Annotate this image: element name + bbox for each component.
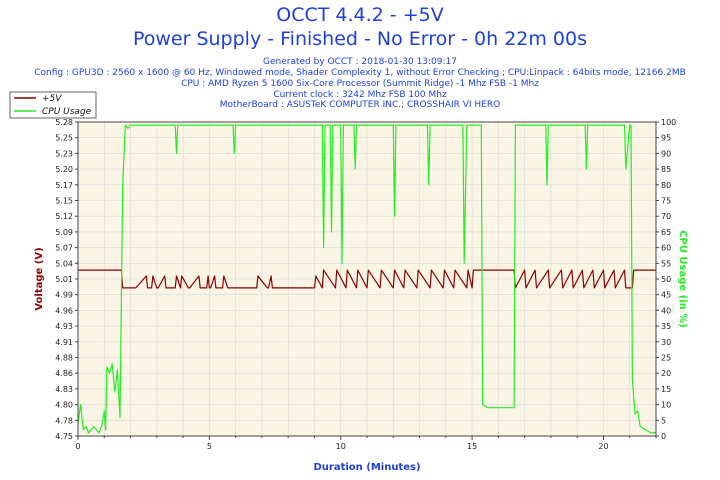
y-right-tick-label: 15 xyxy=(661,385,671,394)
y-right-tick-label: 30 xyxy=(661,338,671,347)
y-right-tick-label: 60 xyxy=(661,244,671,253)
series-line-cpu-usage xyxy=(77,124,656,434)
y-left-tick-label: 4.93 xyxy=(55,322,73,331)
y-right-tick-label: 55 xyxy=(661,259,671,268)
x-tick-label: 20 xyxy=(598,442,608,451)
legend-label-cpu: CPU Usage xyxy=(42,107,92,117)
y-left-tick-label: 5.09 xyxy=(55,228,73,237)
y-right-tick-label: 65 xyxy=(661,228,671,237)
x-tick-label: 5 xyxy=(207,442,212,451)
y-right-tick-label: 45 xyxy=(661,291,671,300)
series-layer xyxy=(77,124,656,434)
y-right-tick-label: 0 xyxy=(661,432,666,441)
chart-subtitle: Power Supply - Finished - No Error - 0h … xyxy=(132,28,588,50)
y-right-tick-label: 100 xyxy=(661,118,676,127)
y-left-tick-label: 4.80 xyxy=(55,401,73,410)
series-line-voltage xyxy=(78,269,656,289)
tick-layer: 5.28 5.25 5.23 5.20 5.17 5.15 5.12 5.09 5.07 5.04… xyxy=(55,118,676,451)
legend-box xyxy=(9,91,97,119)
motherboard-line: MotherBoard : ASUSTeK COMPUTER INC.; CRO… xyxy=(219,100,501,110)
y-left-tick-label: 4.88 xyxy=(55,354,73,363)
y-left-tick-label: 4.96 xyxy=(55,306,73,315)
y-right-tick-label: 25 xyxy=(661,354,671,363)
y-left-tick-label: 5.15 xyxy=(55,197,73,206)
y-right-tick-label: 50 xyxy=(661,275,671,284)
x-tick-label: 15 xyxy=(467,442,477,451)
generated-line: Generated by OCCT : 2018-01-30 13:09:17 xyxy=(263,57,457,67)
y-left-tick-label: 5.01 xyxy=(55,275,73,284)
y-right-tick-label: 35 xyxy=(661,322,671,331)
x-tick-label: 0 xyxy=(75,442,80,451)
y-left-tick-label: 4.78 xyxy=(55,416,73,425)
y-right-tick-label: 40 xyxy=(661,306,671,315)
y-left-tick-label: 5.04 xyxy=(55,259,73,268)
y-left-tick-label: 4.83 xyxy=(55,385,73,394)
x-axis-label: Duration (Minutes) xyxy=(313,462,420,473)
y-left-tick-label: 5.23 xyxy=(55,149,73,158)
y-left-tick-label: 5.17 xyxy=(55,181,73,190)
chart-title: OCCT 4.4.2 - +5V xyxy=(276,4,444,26)
y-right-tick-label: 90 xyxy=(661,149,671,158)
y-right-tick-label: 95 xyxy=(661,134,671,143)
y-right-tick-label: 80 xyxy=(661,181,671,190)
y-right-tick-label: 75 xyxy=(661,197,671,206)
y-right-tick-label: 10 xyxy=(661,401,671,410)
y-left-tick-label: 4.86 xyxy=(55,369,73,378)
x-tick-label: 10 xyxy=(336,442,346,451)
y-left-tick-label: 4.99 xyxy=(55,291,73,300)
y-right-tick-label: 70 xyxy=(661,212,671,221)
y-left-tick-label: 5.07 xyxy=(55,244,73,253)
y-left-tick-label: 4.75 xyxy=(55,432,73,441)
y-left-tick-label: 5.12 xyxy=(55,212,73,221)
cpu-line: CPU : AMD Ryzen 5 1600 Six-Core Processo… xyxy=(181,79,539,89)
legend: +5V CPU Usage xyxy=(9,91,97,119)
y-left-tick-label: 5.25 xyxy=(55,134,73,143)
y-left-tick-label: 5.28 xyxy=(55,118,73,127)
y-right-tick-label: 85 xyxy=(661,165,671,174)
grid-lines xyxy=(78,122,656,436)
y-axis-right-label: CPU Usage (in %) xyxy=(677,230,688,328)
y-right-tick-label: 5 xyxy=(661,416,666,425)
y-left-tick-label: 5.20 xyxy=(55,165,73,174)
y-right-tick-label: 20 xyxy=(661,369,671,378)
legend-label-voltage: +5V xyxy=(42,94,62,104)
clock-line: Current clock : 3242 Mhz FSB 100 Mhz xyxy=(273,90,447,100)
y-left-tick-label: 4.91 xyxy=(55,338,73,347)
config-line: Config : GPU3D : 2560 x 1600 @ 60 Hz, Wi… xyxy=(34,68,686,78)
y-axis-left-label: Voltage (V) xyxy=(34,247,45,310)
